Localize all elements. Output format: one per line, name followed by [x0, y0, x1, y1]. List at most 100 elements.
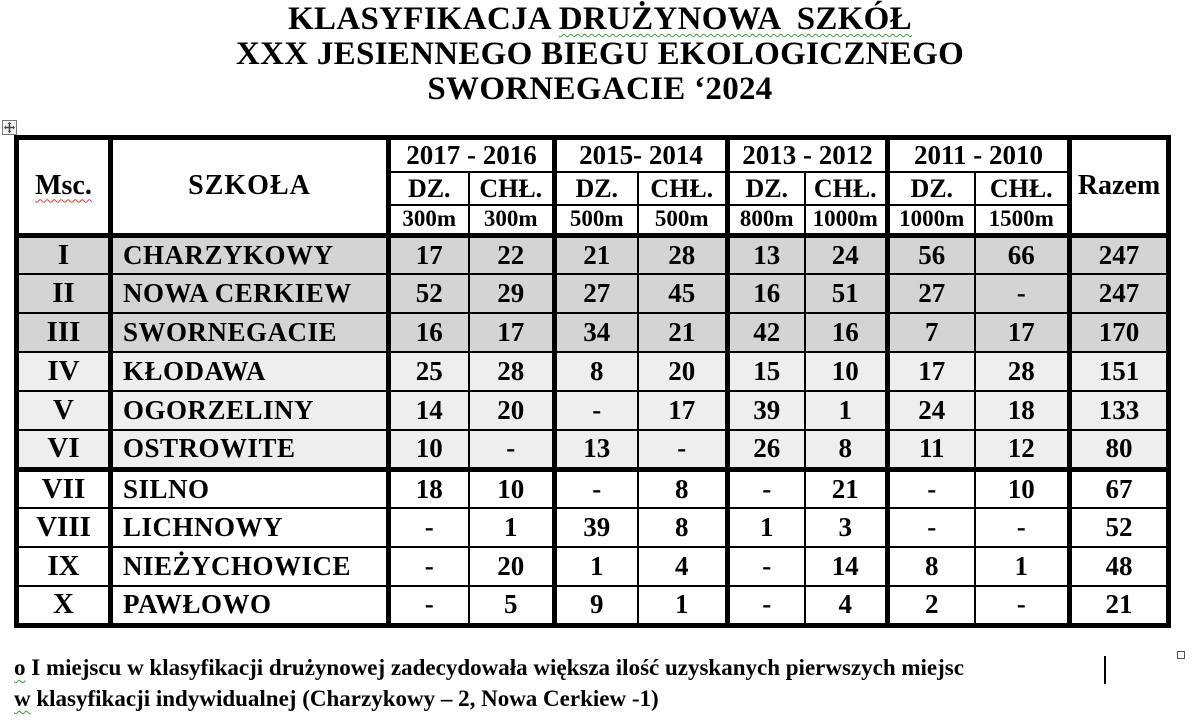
- value-cell: -: [725, 468, 806, 509]
- value-cell: -: [973, 507, 1071, 548]
- value-cell: 16: [803, 312, 889, 353]
- title-line-1: KLASYFIKACJA DRUŻYNOWA SZKÓŁ: [0, 2, 1200, 37]
- value-cell: 10: [467, 468, 556, 509]
- value-cell: 51: [803, 273, 889, 314]
- value-cell: 28: [467, 351, 556, 392]
- table-row: VII SILNO 18 10 - 8 - 21 - 10 67: [15, 468, 1170, 509]
- footnote-line2-grammar-marked: w: [14, 686, 31, 711]
- value-cell: 1: [467, 507, 556, 548]
- place-cell: III: [15, 312, 112, 353]
- total-cell: 80: [1067, 429, 1170, 472]
- value-cell: 34: [552, 312, 639, 353]
- col-header-dist-girls-g3: 800m: [725, 204, 806, 238]
- total-cell: 67: [1067, 468, 1170, 509]
- total-cell: 48: [1067, 546, 1170, 587]
- value-cell: 66: [973, 234, 1071, 275]
- footnote-line-1: o I miejscu w klasyfikacji drużynowej za…: [14, 652, 1184, 683]
- value-cell: 39: [552, 507, 639, 548]
- value-cell: 26: [725, 429, 806, 472]
- col-header-dist-boys-g4: 1500m: [973, 204, 1071, 238]
- value-cell: 21: [636, 312, 729, 353]
- value-cell: 1: [636, 585, 729, 626]
- value-cell: 15: [725, 351, 806, 392]
- table-row: IX NIEŻYCHOWICE - 20 1 4 - 14 8 1 48: [15, 546, 1170, 587]
- table-row: I CHARZYKOWY 17 22 21 28 13 24 56 66 247: [15, 234, 1170, 275]
- place-cell: IX: [15, 546, 112, 587]
- total-cell: 247: [1067, 234, 1170, 275]
- value-cell: 25: [386, 351, 470, 392]
- value-cell: 3: [803, 507, 889, 548]
- col-header-girls-g4: DZ.: [885, 171, 976, 206]
- value-cell: 20: [467, 390, 556, 431]
- value-cell: 18: [386, 468, 470, 509]
- col-header-dist-boys-g3: 1000m: [803, 204, 889, 238]
- col-header-dist-girls-g1: 300m: [386, 204, 470, 238]
- school-cell: SILNO: [108, 468, 390, 509]
- col-header-dist-boys-g1: 300m: [467, 204, 556, 238]
- col-header-years-2017-2016: 2017 - 2016: [386, 136, 556, 173]
- title-line-2: XXX JESIENNEGO BIEGU EKOLOGICZNEGO: [235, 36, 965, 72]
- col-header-boys-g2: CHŁ.: [636, 171, 729, 206]
- value-cell: 2: [885, 585, 976, 626]
- total-cell: 151: [1067, 351, 1170, 392]
- value-cell: 4: [636, 546, 729, 587]
- col-header-years-2011-2010: 2011 - 2010: [884, 136, 1071, 173]
- value-cell: 29: [467, 273, 556, 314]
- school-cell: NOWA CERKIEW: [108, 273, 390, 314]
- col-header-dist-boys-g2: 500m: [636, 204, 729, 238]
- value-cell: 1: [803, 390, 889, 431]
- total-cell: 170: [1067, 312, 1170, 353]
- value-cell: 24: [803, 234, 889, 275]
- value-cell: -: [636, 429, 729, 472]
- value-cell: 1: [552, 546, 639, 587]
- place-header-spellcheck: Msc.: [35, 170, 92, 202]
- table-row: V OGORZELINY 14 20 - 17 39 1 24 18 133: [15, 390, 1170, 431]
- col-header-school: SZKOŁA: [108, 136, 390, 238]
- school-cell: KŁODAWA: [108, 351, 390, 392]
- col-header-boys-g1: CHŁ.: [467, 171, 556, 206]
- document-title: KLASYFIKACJA DRUŻYNOWA SZKÓŁ XXX JESIENN…: [0, 2, 1200, 107]
- total-cell: 21: [1067, 585, 1170, 626]
- place-cell: VIII: [15, 507, 112, 548]
- value-cell: 39: [725, 390, 806, 431]
- table-resize-handle-icon[interactable]: [1177, 651, 1185, 659]
- value-cell: 18: [973, 390, 1071, 431]
- value-cell: 13: [552, 429, 639, 472]
- col-header-girls-g3: DZ.: [725, 171, 806, 206]
- value-cell: -: [973, 273, 1071, 314]
- title-line1-prefix: KLASYFIKACJA: [288, 1, 559, 37]
- value-cell: 21: [803, 468, 889, 509]
- value-cell: -: [467, 429, 556, 472]
- value-cell: 10: [973, 468, 1071, 509]
- place-cell: IV: [15, 351, 112, 392]
- value-cell: 21: [552, 234, 639, 275]
- value-cell: 14: [803, 546, 889, 587]
- value-cell: 10: [386, 429, 470, 472]
- table-row: X PAWŁOWO - 5 9 1 - 4 2 - 21: [15, 585, 1170, 626]
- value-cell: -: [885, 507, 976, 548]
- table-row: VI OSTROWITE 10 - 13 - 26 8 11 12 80: [15, 429, 1170, 472]
- place-cell: VII: [15, 468, 112, 509]
- footnote-line1-grammar-marked: o: [14, 655, 26, 680]
- value-cell: 8: [803, 429, 889, 472]
- col-header-dist-girls-g2: 500m: [552, 204, 639, 238]
- place-cell: I: [15, 234, 112, 275]
- table-move-handle-icon[interactable]: [2, 120, 17, 135]
- place-cell: X: [15, 585, 112, 626]
- value-cell: 8: [885, 546, 976, 587]
- value-cell: 1: [973, 546, 1071, 587]
- value-cell: -: [725, 546, 806, 587]
- value-cell: 12: [973, 429, 1071, 472]
- value-cell: -: [552, 390, 639, 431]
- place-cell: II: [15, 273, 112, 314]
- value-cell: 5: [467, 585, 556, 626]
- school-cell: PAWŁOWO: [108, 585, 390, 626]
- table-row: II NOWA CERKIEW 52 29 27 45 16 51 27 - 2…: [15, 273, 1170, 314]
- school-cell: CHARZYKOWY: [108, 234, 390, 275]
- value-cell: 45: [636, 273, 729, 314]
- value-cell: 17: [467, 312, 556, 353]
- value-cell: 8: [552, 351, 639, 392]
- footnote: o I miejscu w klasyfikacji drużynowej za…: [14, 652, 1184, 714]
- value-cell: -: [386, 507, 470, 548]
